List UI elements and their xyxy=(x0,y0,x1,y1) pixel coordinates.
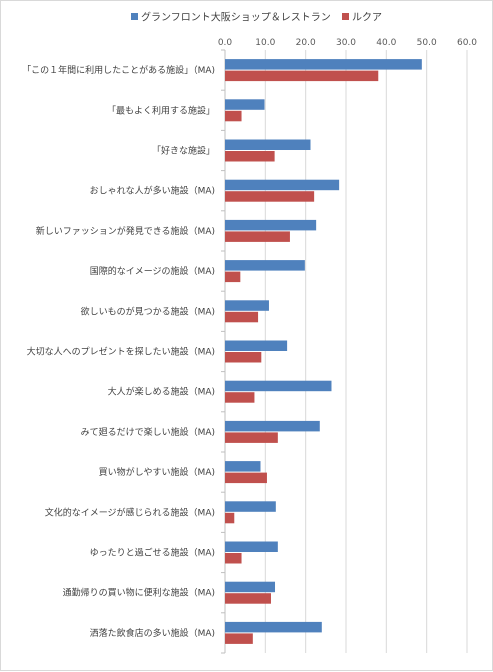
category-label: 大人が楽しめる施設（MA) xyxy=(108,386,215,398)
legend-label: グランフロント大阪ショップ＆レストラン xyxy=(141,11,331,24)
category-label: みて廻るだけで楽しい施設（MA) xyxy=(81,426,215,438)
bar-lucua xyxy=(225,70,379,82)
x-tick-label: 60.0 xyxy=(457,38,477,48)
x-tick-label: 40.0 xyxy=(376,38,396,48)
legend-swatch-lucua xyxy=(342,13,349,20)
bar-lucua xyxy=(225,311,259,323)
bar-grand-front xyxy=(225,501,276,512)
category-label: ゆったりと過ごせる施設（MA) xyxy=(90,547,215,559)
bar-lucua xyxy=(225,231,290,242)
category-label: 新しいファッションが発見できる施設（MA) xyxy=(36,225,215,237)
bar-grand-front xyxy=(225,420,320,432)
bar-lucua xyxy=(225,553,242,564)
bar-grand-front xyxy=(225,99,265,110)
category-label: 文化的なイメージが感じられる施設（MA) xyxy=(45,506,215,518)
x-tick-label: 0.0 xyxy=(218,38,233,48)
bar-grand-front xyxy=(225,541,278,552)
legend-swatch-grand-front xyxy=(131,13,138,20)
bar-grand-front xyxy=(225,300,269,311)
bar-lucua xyxy=(225,352,262,363)
bar-grand-front xyxy=(225,340,288,351)
legend-label: ルクア xyxy=(352,12,382,24)
category-label: 欲しいものが見つかる施設（MA) xyxy=(81,305,215,317)
category-label: 「最もよく利用する施設」 xyxy=(107,104,215,116)
bar-lucua xyxy=(225,432,278,443)
bar-grand-front xyxy=(225,139,311,150)
category-label: おしゃれな人が多い施設（MA) xyxy=(90,185,215,197)
bar-grand-front xyxy=(225,621,322,633)
bar-lucua xyxy=(225,593,271,604)
category-label: 国際的なイメージの施設（MA) xyxy=(90,265,215,277)
bar-lucua xyxy=(225,472,267,484)
bar-lucua xyxy=(225,512,235,524)
category-label: 通勤帰りの買い物に便利な施設（MA) xyxy=(63,587,215,599)
bar-lucua xyxy=(225,271,241,283)
bar-grand-front xyxy=(225,380,332,392)
category-label: 「好きな施設」 xyxy=(152,145,215,157)
category-label: 買い物がしやすい施設（MA) xyxy=(99,466,215,478)
x-tick-label: 10.0 xyxy=(255,38,275,48)
category-label: 大切な人へのプレゼントを探したい施設（MA) xyxy=(27,346,215,358)
bar-grand-front xyxy=(225,461,261,472)
bar-lucua xyxy=(225,392,255,403)
category-label: 「この１年間に利用したことがある施設」（MA) xyxy=(22,64,215,76)
x-tick-label: 20.0 xyxy=(296,38,316,48)
bar-lucua xyxy=(225,151,275,162)
bar-lucua xyxy=(225,110,242,122)
bar-grand-front xyxy=(225,179,340,191)
x-tick-label: 50.0 xyxy=(417,38,437,48)
bar-lucua xyxy=(225,633,253,644)
bar-grand-front xyxy=(225,581,276,593)
x-tick-label: 30.0 xyxy=(336,38,356,48)
bar-grand-front xyxy=(225,219,317,231)
bar-lucua xyxy=(225,191,315,202)
bar-grand-front xyxy=(225,260,305,271)
bar-grand-front xyxy=(225,59,422,70)
category-label: 洒落た飲食店の多い施設（MA) xyxy=(90,627,215,639)
